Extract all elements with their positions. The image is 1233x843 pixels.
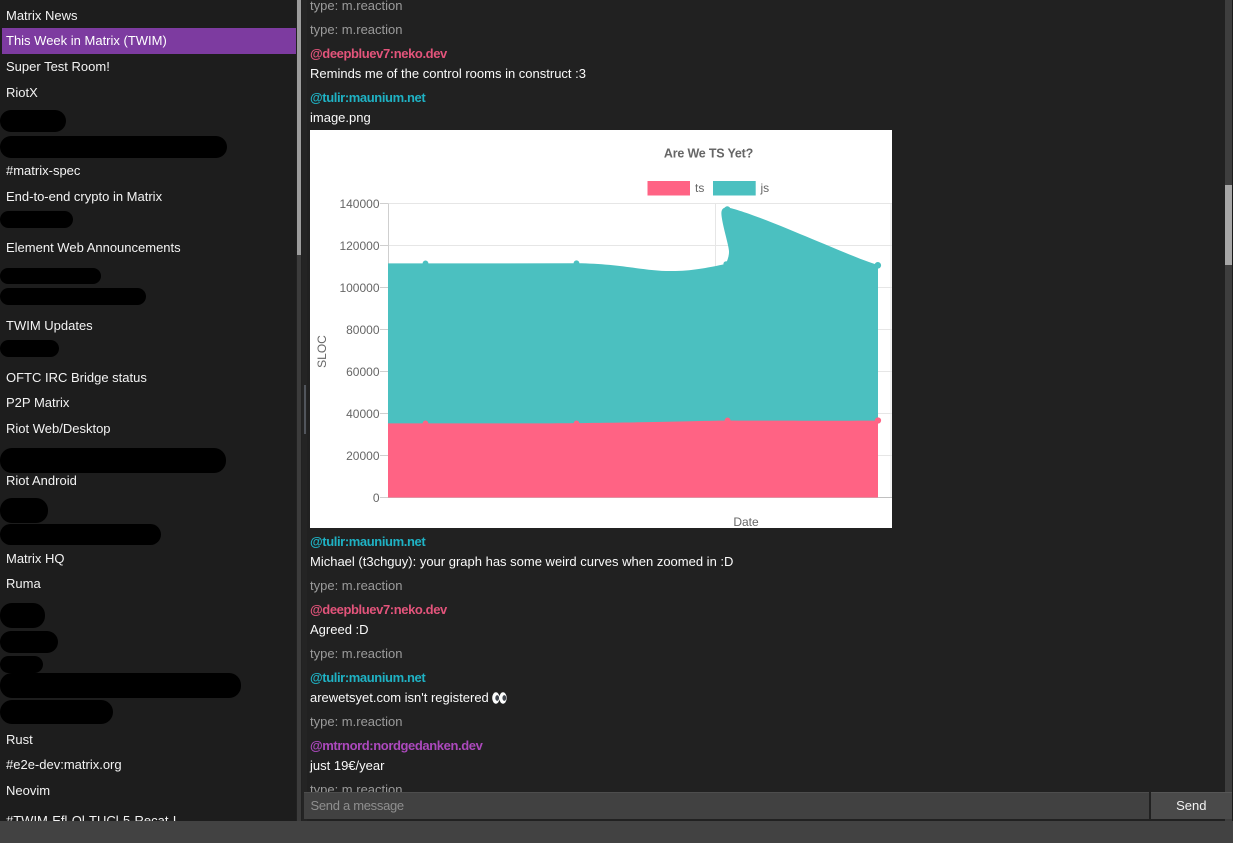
svg-text:js: js: [760, 181, 770, 195]
svg-text:Are We TS Yet?: Are We TS Yet?: [664, 147, 753, 161]
svg-text:20000: 20000: [346, 449, 380, 463]
svg-text:60000: 60000: [346, 365, 380, 379]
svg-text:SLOC: SLOC: [315, 335, 329, 368]
svg-text:100000: 100000: [339, 281, 379, 295]
svg-text:Date: Date: [733, 515, 759, 528]
svg-text:120000: 120000: [339, 239, 379, 253]
svg-text:140000: 140000: [339, 197, 379, 211]
svg-text:80000: 80000: [346, 323, 380, 337]
svg-text:ts: ts: [695, 181, 704, 195]
svg-text:40000: 40000: [346, 407, 380, 421]
svg-text:0: 0: [373, 491, 380, 505]
